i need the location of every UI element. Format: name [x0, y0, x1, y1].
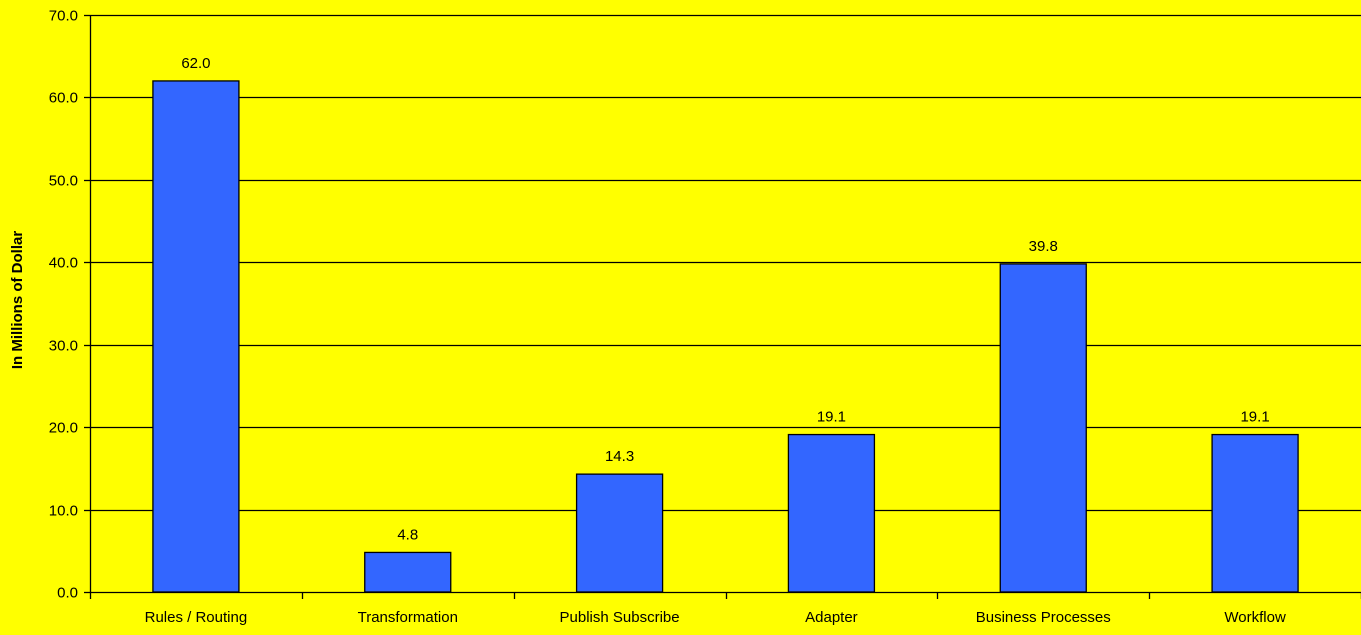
- data-label: 39.8: [1029, 238, 1058, 255]
- y-tick-label: 60.0: [49, 90, 78, 107]
- y-tick-label: 40.0: [49, 255, 78, 272]
- x-tick-label: Publish Subscribe: [560, 609, 680, 626]
- data-label: 14.3: [605, 448, 634, 465]
- gridlines: [90, 14, 1361, 512]
- data-label: 19.1: [1240, 409, 1269, 426]
- y-tick-label: 50.0: [49, 173, 78, 190]
- data-label: 4.8: [397, 526, 418, 543]
- bar: [575, 473, 664, 593]
- y-tick-label: 30.0: [49, 338, 78, 355]
- labels: 0.0 10.0 20.0 30.0 40.0 50.0 60.0 70.0 62.0 Rules…: [49, 8, 1286, 627]
- y-axis-title: In Millions of Dollar: [9, 231, 26, 369]
- bar: [1211, 433, 1299, 593]
- bar: [787, 433, 876, 593]
- x-tick-label: Transformation: [358, 609, 458, 626]
- data-label: 19.1: [817, 409, 846, 426]
- y-tick-label: 10.0: [49, 503, 78, 520]
- x-tick-label: Workflow: [1224, 609, 1286, 626]
- x-tick-label: Rules / Routing: [145, 609, 248, 626]
- bar: [364, 551, 452, 593]
- bar: [152, 80, 240, 593]
- bars: [152, 80, 1299, 593]
- axes: [84, 14, 1361, 599]
- data-label: 62.0: [181, 55, 210, 72]
- x-tick-label: Adapter: [805, 609, 858, 626]
- bar: [999, 263, 1087, 593]
- y-tick-label: 0.0: [57, 585, 78, 602]
- y-tick-label: 20.0: [49, 420, 78, 437]
- x-tick-label: Business Processes: [976, 609, 1111, 626]
- y-tick-label: 70.0: [49, 8, 78, 25]
